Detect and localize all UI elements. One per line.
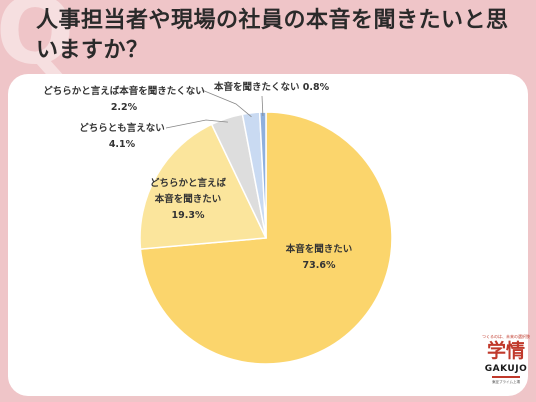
leader-line-4: [261, 95, 264, 117]
logo-underline: [492, 376, 520, 378]
question-mark-decoration: Q: [0, 0, 75, 85]
slice-label-1-line-2: 19.3%: [172, 210, 205, 221]
pie-slice-1: [139, 123, 268, 250]
slice-label-2-line-1: 4.1%: [109, 139, 136, 150]
slice-label-3-line-1: 2.2%: [111, 102, 138, 113]
gakujo-logo: 学情: [486, 340, 525, 362]
logo-footnote: 東証プライム上場: [492, 380, 520, 384]
slice-label-0-line-0: 本音を聞きたい: [286, 243, 353, 255]
slice-label-4-line-0: 本音を聞きたくない 0.8%: [214, 81, 330, 93]
gakujo-logo-sub: GAKUJO: [484, 364, 528, 374]
slice-label-0-line-1: 73.6%: [303, 260, 336, 271]
slice-label-3-line-0: どちらかと言えば本音を聞きたくない: [43, 85, 205, 97]
page-title: 人事担当者や現場の社員の本音を聞きたいと思いますか？: [36, 8, 509, 63]
logo-tagline: つくるのは、未来の選択肢: [482, 334, 530, 339]
slice-label-1-line-1: 本音を聞きたい: [155, 193, 222, 205]
slice-label-2-line-0: どちらとも言えない: [79, 122, 165, 134]
leader-line-2: [165, 119, 228, 129]
leader-line-3: [201, 89, 252, 118]
slice-label-1-line-0: どちらかと言えば: [150, 177, 227, 189]
